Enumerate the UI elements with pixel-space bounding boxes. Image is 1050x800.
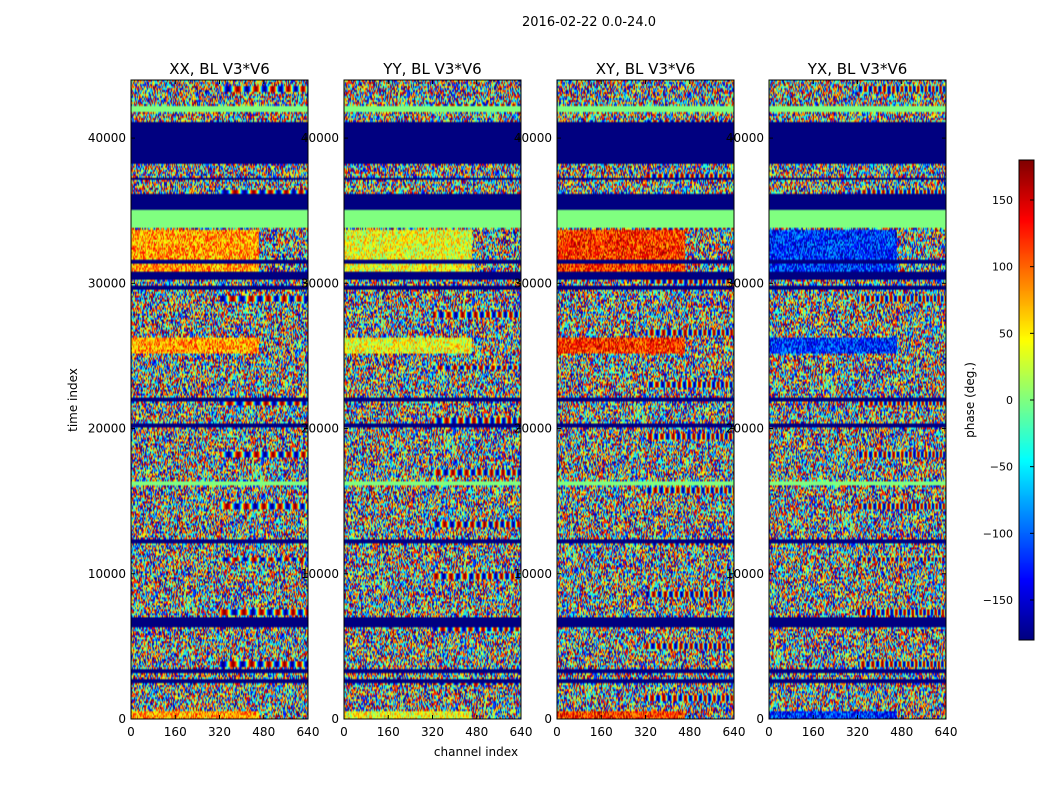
y-tick-label: 0: [331, 712, 339, 726]
x-tick-label: 0: [765, 725, 773, 739]
x-tick-label: 0: [553, 725, 561, 739]
x-axis-label: channel index: [434, 745, 518, 759]
heatmap-image: [131, 80, 308, 719]
heatmap-image: [344, 80, 521, 719]
y-tick-label: 10000: [301, 567, 339, 581]
y-tick-label: 30000: [301, 276, 339, 290]
colorbar-tick-label: 50: [999, 327, 1013, 340]
y-tick-label: 20000: [514, 422, 552, 436]
y-axis-label: time index: [66, 368, 80, 432]
x-tick-label: 640: [723, 725, 746, 739]
panels-group: XX, BL V3*V6 0 160 320 480 640 0 10000 20000 3000…: [88, 60, 958, 739]
y-tick-label: 0: [118, 712, 126, 726]
y-tick-label: 40000: [726, 131, 764, 145]
colorbar-tick-label: −50: [990, 461, 1013, 474]
y-tick-label: 0: [544, 712, 552, 726]
colorbar-label: phase (deg.): [963, 362, 977, 438]
x-tick-label: 160: [590, 725, 613, 739]
x-tick-label: 160: [377, 725, 400, 739]
panel-2: YY, BL V3*V6 0 160 320 480 640 0 10000 20000 3000…: [301, 60, 533, 739]
x-tick-label: 480: [890, 725, 913, 739]
heatmap-image: [557, 80, 734, 719]
colorbar-tick-label: 100: [992, 261, 1013, 274]
x-tick-label: 160: [802, 725, 825, 739]
y-tick-label: 0: [756, 712, 764, 726]
figure-suptitle: 2016-02-22 0.0-24.0: [522, 15, 656, 30]
panel-1: XX, BL V3*V6 0 160 320 480 640 0 10000 20000 3000…: [88, 60, 320, 739]
colorbar: −150 −100 −50 0 50 100 150: [983, 159, 1035, 641]
colorbar-gradient: [1019, 160, 1034, 640]
y-tick-label: 40000: [301, 131, 339, 145]
y-tick-label: 10000: [726, 567, 764, 581]
y-tick-label: 40000: [88, 131, 126, 145]
colorbar-tick-label: 0: [1006, 394, 1013, 407]
x-tick-label: 480: [465, 725, 488, 739]
x-tick-label: 640: [510, 725, 533, 739]
y-tick-label: 10000: [514, 567, 552, 581]
panel-3: XY, BL V3*V6 0 160 320 480 640 0 10000 20000 3000…: [514, 60, 746, 739]
panel-title: XX, BL V3*V6: [169, 60, 270, 78]
x-tick-label: 0: [340, 725, 348, 739]
x-tick-label: 320: [846, 725, 869, 739]
y-tick-label: 20000: [301, 422, 339, 436]
y-tick-label: 30000: [88, 276, 126, 290]
x-tick-label: 160: [164, 725, 187, 739]
x-tick-label: 480: [678, 725, 701, 739]
x-tick-label: 0: [127, 725, 135, 739]
colorbar-tick-label: −150: [983, 594, 1013, 607]
panel-title: XY, BL V3*V6: [596, 60, 696, 78]
x-tick-label: 320: [634, 725, 657, 739]
y-tick-label: 30000: [514, 276, 552, 290]
x-tick-label: 320: [208, 725, 231, 739]
y-tick-label: 20000: [726, 422, 764, 436]
panel-title: YX, BL V3*V6: [807, 60, 908, 78]
x-tick-label: 320: [421, 725, 444, 739]
y-tick-label: 40000: [514, 131, 552, 145]
x-tick-label: 640: [297, 725, 320, 739]
y-tick-label: 10000: [88, 567, 126, 581]
x-tick-label: 480: [252, 725, 275, 739]
colorbar-tick-label: −100: [983, 527, 1013, 540]
colorbar-tick-label: 150: [992, 194, 1013, 207]
y-tick-label: 20000: [88, 422, 126, 436]
y-tick-label: 30000: [726, 276, 764, 290]
heatmap-image: [769, 80, 946, 719]
panel-title: YY, BL V3*V6: [382, 60, 481, 78]
x-tick-label: 640: [935, 725, 958, 739]
panel-4: YX, BL V3*V6 0 160 320 480 640 0 10000 20000 3000…: [726, 60, 958, 739]
